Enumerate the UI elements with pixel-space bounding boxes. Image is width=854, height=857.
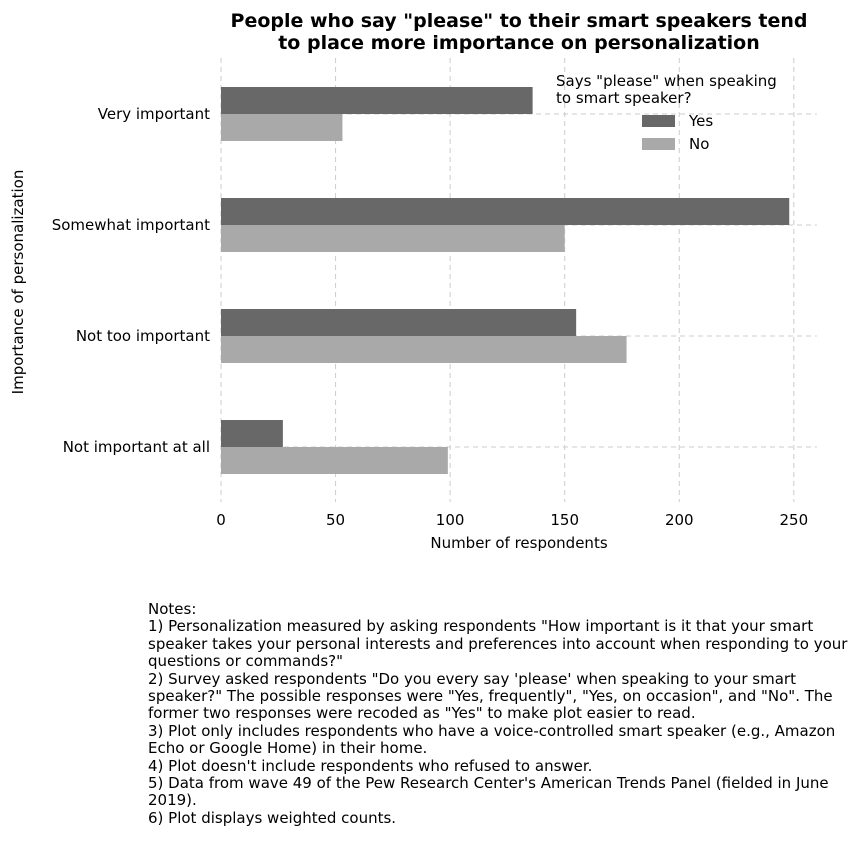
- bar-no: [221, 336, 627, 363]
- x-tick-label: 200: [665, 511, 694, 529]
- y-tick-label: Not too important: [76, 327, 210, 345]
- legend-swatch-no: [642, 138, 675, 150]
- chart-title: People who say "please" to their smart s…: [231, 10, 808, 54]
- x-tick-label: 50: [326, 511, 345, 529]
- y-tick-label: Not important at all: [63, 438, 210, 456]
- chart-title-line: People who say "please" to their smart s…: [231, 10, 808, 32]
- note-line: 2) Survey asked respondents "Do you ever…: [148, 669, 838, 723]
- bar-yes: [221, 198, 790, 225]
- legend-label-no: No: [689, 135, 709, 153]
- legend-title-line: to smart speaker?: [556, 89, 692, 107]
- bar-yes: [221, 309, 577, 336]
- bar-no: [221, 225, 565, 252]
- note-line: 3) Plot only includes respondents who ha…: [148, 721, 841, 758]
- bar-no: [221, 447, 448, 474]
- bar-no: [221, 114, 343, 141]
- note-line: 6) Plot displays weighted counts.: [148, 808, 397, 827]
- x-tick-label: 100: [436, 511, 465, 529]
- legend-title: Says "please" when speaking to smart spea…: [556, 72, 777, 107]
- bar-yes: [221, 87, 533, 114]
- notes-lines: 1) Personalization measured by asking re…: [148, 618, 848, 827]
- bar-yes: [221, 420, 283, 447]
- bars: [221, 87, 790, 474]
- y-axis-label: Importance of personalization: [9, 170, 27, 395]
- note-line: 1) Personalization measured by asking re…: [148, 617, 853, 671]
- legend: Says "please" when speaking to smart spea…: [556, 72, 777, 153]
- y-tick-label: Somewhat important: [52, 216, 210, 234]
- note-line: 5) Data from wave 49 of the Pew Research…: [148, 774, 834, 810]
- x-tick-label: 0: [216, 511, 226, 529]
- x-axis-label: Number of respondents: [430, 534, 607, 552]
- x-tick-labels: 0 50 100 150 200 250: [216, 511, 808, 529]
- legend-label-yes: Yes: [688, 112, 713, 130]
- note-line: 4) Plot doesn't include respondents who …: [148, 756, 593, 775]
- y-tick-labels: Very important Somewhat important Not too …: [52, 105, 210, 456]
- legend-title-line: Says "please" when speaking: [556, 72, 777, 90]
- legend-swatch-yes: [642, 115, 675, 127]
- bar-chart: 0 50 100 150 200 250 Very important Somewhat i…: [9, 10, 817, 552]
- x-tick-label: 150: [550, 511, 579, 529]
- x-tick-label: 250: [780, 511, 809, 529]
- notes: Notes: 1) Personalization measured by as…: [148, 600, 848, 827]
- y-tick-label: Very important: [98, 105, 210, 123]
- chart-title-line: to place more importance on personalizat…: [278, 32, 760, 54]
- notes-heading: Notes:: [148, 600, 197, 618]
